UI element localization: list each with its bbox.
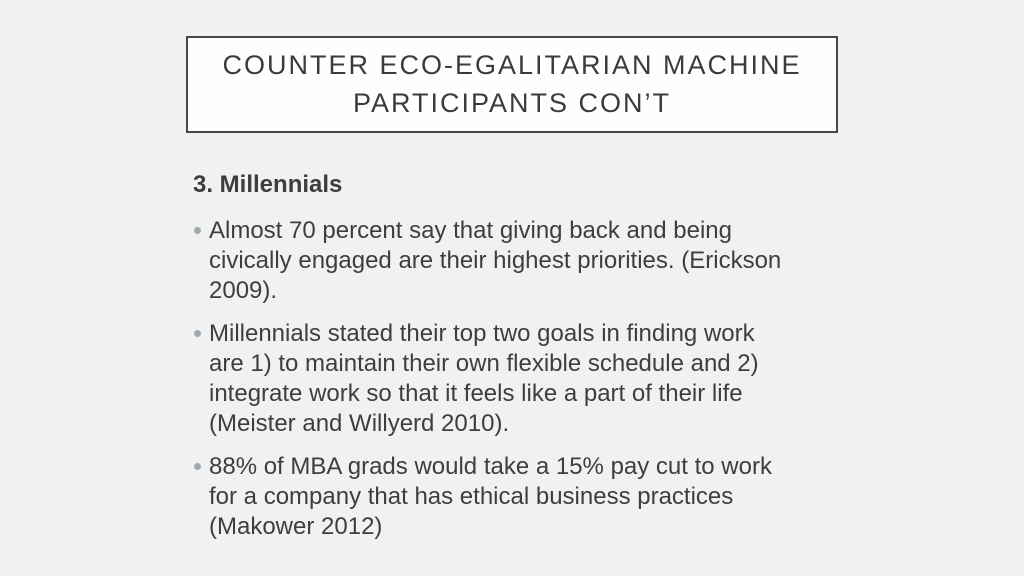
section-heading: 3. Millennials <box>193 171 343 198</box>
slide-title: COUNTER ECO-EGALITARIAN MACHINE PARTICIP… <box>198 46 826 122</box>
bullet-item: 88% of MBA grads would take a 15% pay cu… <box>193 452 841 542</box>
slide-title-line-2: PARTICIPANTS CON’T <box>352 88 672 118</box>
bullet-line: integrate work so that it feels like a p… <box>209 380 743 407</box>
bullet-icon <box>194 227 201 234</box>
slide-body: 3. Millennials Almost 70 percent say tha… <box>193 170 841 555</box>
slide-title-line-1: COUNTER ECO-EGALITARIAN MACHINE <box>222 50 802 80</box>
bullet-line: 2009). <box>209 277 278 304</box>
bullet-line: for a company that has ethical business … <box>209 483 734 510</box>
bullet-line: (Makower 2012) <box>209 513 383 540</box>
bullet-line: Millennials stated their top two goals i… <box>209 320 755 347</box>
bullet-icon <box>194 463 201 470</box>
bullet-line: civically engaged are their highest prio… <box>209 247 782 274</box>
bullet-line: are 1) to maintain their own flexible sc… <box>209 350 759 377</box>
bullet-list: Almost 70 percent say that giving back a… <box>193 216 841 542</box>
bullet-icon <box>194 330 201 337</box>
bullet-item: Almost 70 percent say that giving back a… <box>193 216 841 306</box>
bullet-line: 88% of MBA grads would take a 15% pay cu… <box>209 453 772 480</box>
bullet-item: Millennials stated their top two goals i… <box>193 319 841 439</box>
bullet-line: Almost 70 percent say that giving back a… <box>209 217 732 244</box>
slide-title-box: COUNTER ECO-EGALITARIAN MACHINE PARTICIP… <box>186 36 838 133</box>
bullet-line: (Meister and Willyerd 2010). <box>209 410 510 437</box>
